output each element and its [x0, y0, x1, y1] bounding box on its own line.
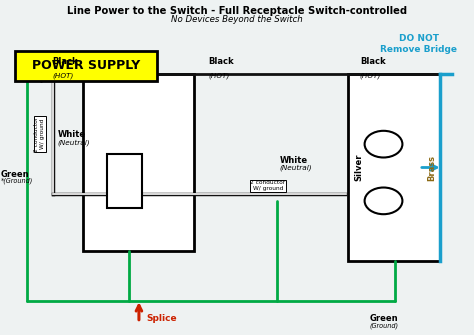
Text: 2 conductor
W/ ground: 2 conductor W/ ground [250, 181, 285, 191]
Text: (HOT): (HOT) [360, 72, 381, 79]
Text: Black: Black [53, 57, 78, 66]
Bar [83, 74, 194, 251]
Text: Brass: Brass [427, 154, 436, 181]
Text: DO NOT
Remove Bridge: DO NOT Remove Bridge [381, 35, 457, 54]
Text: *(Ground): *(Ground) [0, 178, 33, 184]
Bar [15, 51, 156, 81]
Text: (HOT): (HOT) [53, 72, 74, 79]
Text: Green: Green [369, 314, 398, 323]
Circle shape [365, 131, 402, 157]
Text: (Ground): (Ground) [369, 323, 398, 329]
Text: Green: Green [0, 170, 29, 179]
Text: (HOT): (HOT) [209, 72, 230, 79]
Text: (Neutral): (Neutral) [280, 164, 312, 171]
Text: No Devices Beyond the Switch: No Devices Beyond the Switch [171, 15, 303, 24]
Text: Black: Black [360, 57, 385, 66]
Text: Black: Black [209, 57, 234, 66]
Text: POWER SUPPLY: POWER SUPPLY [32, 59, 140, 72]
Text: Silver: Silver [354, 154, 363, 181]
Text: White: White [280, 156, 308, 165]
Text: Line Power to the Switch - Full Receptacle Switch-controlled: Line Power to the Switch - Full Receptac… [67, 6, 407, 16]
Bar [107, 154, 143, 208]
Text: Splice: Splice [146, 314, 177, 323]
Text: White: White [57, 130, 85, 139]
Text: 2 conductor
W/ ground: 2 conductor W/ ground [34, 117, 45, 152]
Bar [348, 74, 440, 261]
Text: (Neutral): (Neutral) [57, 139, 90, 146]
Circle shape [365, 188, 402, 214]
